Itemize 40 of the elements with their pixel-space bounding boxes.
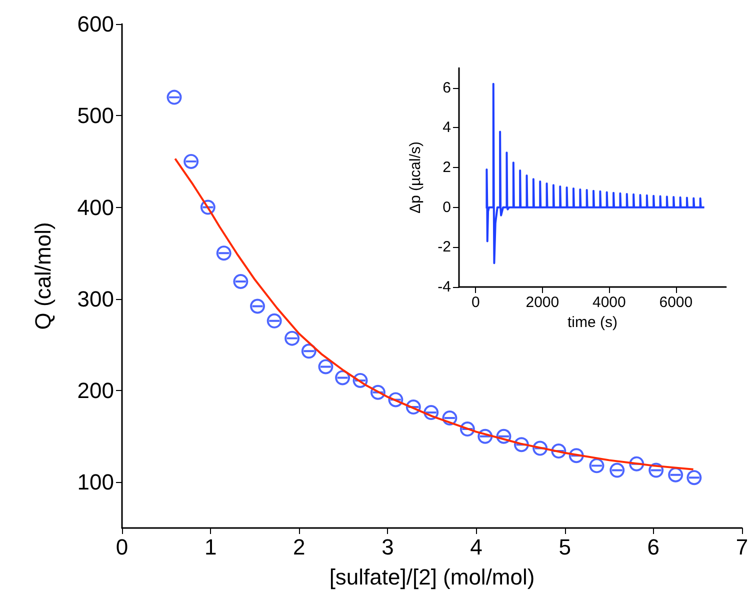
line-series	[484, 82, 706, 264]
y-tick-label: 2	[442, 159, 451, 176]
y-tick-label: 100	[77, 470, 114, 495]
point	[686, 470, 702, 486]
x-tick-label: 0	[472, 294, 480, 311]
y-axis-title: Q (cal/mol)	[30, 222, 56, 330]
y-tick-label: 600	[77, 12, 114, 36]
point	[589, 458, 604, 474]
x-tick-label: 4	[470, 534, 482, 560]
x-tick-label: 2000	[526, 294, 560, 311]
y-tick-label: 500	[77, 103, 114, 128]
x-axis-title: [sulfate]/[2] (mol/mol)	[329, 564, 535, 590]
y-tick-label: -4	[438, 278, 451, 296]
x-tick-label: 6000	[659, 294, 693, 311]
y-tick-label: 0	[442, 198, 451, 216]
point	[668, 467, 684, 482]
x-tick-label: 5	[558, 534, 571, 560]
point	[318, 359, 334, 374]
point	[166, 90, 182, 105]
y-tick-label: 4	[442, 119, 451, 136]
x-tick-label: 6	[647, 534, 660, 560]
y-tick-label: 300	[77, 286, 114, 312]
y-tick-label: -2	[438, 238, 451, 256]
point	[284, 330, 300, 346]
point	[250, 298, 266, 314]
y-tick-label: 200	[77, 378, 114, 404]
x-tick-label: 1	[204, 534, 217, 560]
x-tick-label: 2	[293, 534, 306, 560]
point	[233, 274, 248, 289]
x-tick-label: 7	[736, 534, 748, 560]
y-axis-title: Δp (µcal/s)	[407, 141, 424, 214]
x-tick-label: 3	[382, 534, 394, 560]
point	[216, 246, 232, 261]
x-tick-label: 4000	[592, 294, 626, 311]
point	[610, 462, 625, 478]
point	[266, 313, 282, 328]
y-tick-label: 6	[442, 79, 451, 96]
y-tick-label: 400	[77, 194, 114, 220]
x-axis-title: time (s)	[568, 314, 618, 331]
point	[184, 154, 199, 169]
